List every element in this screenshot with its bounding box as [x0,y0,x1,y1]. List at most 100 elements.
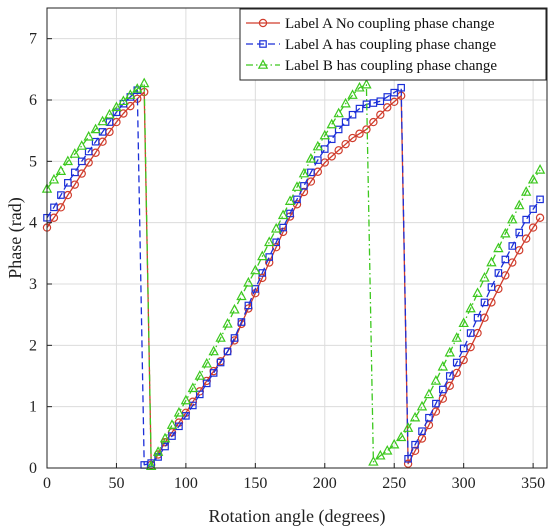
plot-frame [46,7,548,469]
triangle-marker [194,370,205,380]
y-tick-label: 2 [29,337,37,354]
square-marker [195,390,204,399]
square-marker [494,269,503,277]
square-marker [515,228,524,237]
x-tick-label: 50 [108,475,124,492]
triangle-marker [90,123,101,134]
square-marker [293,195,301,204]
triangle-marker [458,317,469,328]
circle-marker [306,177,316,186]
x-axis-label: Rotation angle (degrees) [209,506,386,527]
square-marker [439,385,447,394]
circle-marker [535,213,545,222]
legend-entry: Label A No coupling phase change [246,16,495,32]
triangle-marker [215,332,226,342]
x-tick-label: 300 [452,475,476,492]
triangle-marker [520,186,532,196]
square-marker [50,203,58,212]
triangle-marker [97,115,108,126]
square-marker [411,440,419,449]
square-marker [418,427,426,436]
square-marker [508,242,517,250]
triangle-marker [139,77,150,88]
circle-marker [341,139,350,149]
circle-marker [334,146,343,155]
triangle-marker [437,360,449,371]
legend-label: Label A No coupling phase change [285,16,495,32]
square-marker [251,285,260,293]
triangle-marker [264,236,275,247]
triangle-marker [257,59,269,69]
triangle-marker [243,276,254,287]
triangle-marker [152,446,164,456]
square-marker [348,110,357,119]
triangle-marker [514,199,525,210]
triangle-marker [402,422,414,432]
triangle-marker [104,108,115,119]
triangle-marker [298,167,310,178]
square-marker [84,147,93,156]
triangle-marker [326,118,337,129]
legend-entry: Label A has coupling phase change [246,37,497,53]
y-tick-label: 3 [29,276,37,293]
circle-marker [383,103,392,112]
triangle-marker [312,140,324,151]
square-marker [300,182,308,190]
circle-marker [348,133,357,143]
triangle-marker [368,456,379,466]
triangle-marker [166,419,178,429]
triangle-marker [48,173,60,184]
triangle-marker [270,222,282,233]
triangle-marker [361,78,372,89]
triangle-marker [465,302,476,313]
triangle-marker [507,213,518,224]
square-marker [223,347,232,356]
square-marker [244,301,253,310]
triangle-marker [187,382,199,393]
circle-marker [258,18,268,28]
triangle-marker [208,345,219,356]
circle-marker [362,125,371,134]
x-tick-label: 100 [174,475,198,492]
legend-box [239,8,547,81]
triangle-marker [83,130,94,141]
circle-marker [403,459,413,468]
square-marker [209,369,218,377]
square-marker [536,195,544,204]
triangle-marker [354,81,365,92]
square-marker [272,238,280,247]
circle-marker [376,110,385,119]
triangle-marker [527,173,539,184]
square-marker [425,413,433,422]
triangle-marker [409,411,421,422]
circle-marker [390,97,399,107]
series-triangle-group [41,77,546,470]
square-marker [480,298,489,307]
triangle-marker [389,438,400,449]
circle-marker [528,223,538,232]
triangle-marker [347,89,358,99]
square-marker [112,108,121,117]
square-marker [279,223,287,232]
x-tick-label: 250 [382,475,406,492]
triangle-marker [451,332,462,342]
triangle-marker [145,460,157,470]
triangle-marker [333,107,344,118]
legend-entry: Label B has coupling phase change [246,58,497,74]
square-marker [57,191,65,199]
square-marker [445,372,454,380]
legend-label: Label A has coupling phase change [285,37,497,53]
triangle-marker [222,318,233,328]
triangle-marker [180,394,192,405]
triangle-marker [284,195,296,205]
triangle-marker [250,264,261,275]
triangle-marker [340,97,351,108]
x-tick-label: 150 [243,475,267,492]
square-marker [237,318,246,326]
y-tick-label: 5 [29,153,37,170]
triangle-marker [416,400,428,411]
circle-marker [369,117,378,127]
circle-marker [265,258,274,267]
triangle-marker [132,83,143,93]
